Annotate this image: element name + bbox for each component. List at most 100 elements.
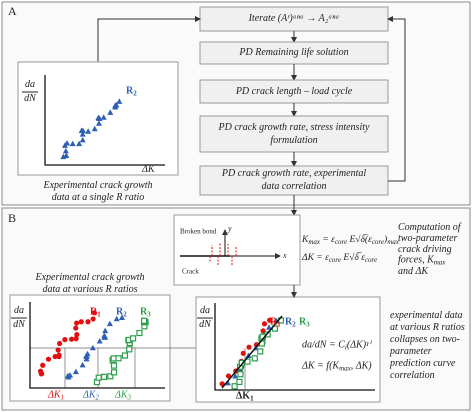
marker xyxy=(89,344,96,351)
marker xyxy=(101,332,108,339)
inset-label: y xyxy=(228,224,232,233)
marker xyxy=(261,321,268,327)
y-label: dN xyxy=(199,319,211,330)
marker xyxy=(107,373,114,380)
text-part: R xyxy=(299,316,307,328)
text-part: max xyxy=(308,238,321,246)
marker xyxy=(79,136,86,143)
y-label: dN xyxy=(24,93,36,104)
x-label: ΔK1 xyxy=(48,390,65,402)
marker xyxy=(141,317,148,324)
text-part: max xyxy=(433,258,446,267)
series-label: R2 xyxy=(116,307,127,319)
marker xyxy=(40,362,46,368)
marker xyxy=(260,328,266,334)
text-part: K xyxy=(302,235,309,245)
series-label: R1 xyxy=(90,306,101,319)
series-label: R1 xyxy=(270,317,281,329)
y-label: dN xyxy=(13,319,25,330)
x-label: ΔK2 xyxy=(83,389,99,402)
flow-text: Iterate (Aʳ)ᵃⁿᵃ → A₂ᵃⁿᵃ xyxy=(248,13,340,24)
marker xyxy=(136,329,143,337)
marker xyxy=(73,336,79,342)
text-part: da/dN = C xyxy=(302,339,345,351)
flow-text: PD crack growth rate, experimental xyxy=(221,168,367,179)
text-part: 2 xyxy=(123,310,127,319)
computation-text: forces, Kmax xyxy=(398,255,446,267)
text-part: i xyxy=(344,343,347,352)
text-part: , ΔK) xyxy=(350,360,372,372)
text-part: 1 xyxy=(277,320,281,329)
flow-box xyxy=(199,165,389,196)
marker xyxy=(85,128,92,134)
text-part: core xyxy=(328,256,342,264)
marker xyxy=(62,337,68,343)
marker xyxy=(74,332,80,338)
marker xyxy=(246,344,252,350)
marker xyxy=(67,372,74,378)
text-part: R xyxy=(90,306,98,318)
conclusion-text: at various R ratios xyxy=(390,322,465,333)
marker xyxy=(251,355,258,362)
marker xyxy=(78,319,84,325)
marker xyxy=(96,115,103,122)
marker xyxy=(236,378,243,386)
marker xyxy=(72,368,79,375)
marker xyxy=(45,356,52,362)
text-part: 1 xyxy=(60,393,65,402)
marker xyxy=(64,139,71,146)
marker xyxy=(96,120,103,126)
marker xyxy=(100,114,107,120)
conclusion-text: collapses on two- xyxy=(390,334,460,345)
marker xyxy=(121,352,129,359)
text-part: 2 xyxy=(292,320,296,329)
marker xyxy=(56,352,62,358)
text-part: max xyxy=(339,364,351,373)
marker xyxy=(68,336,75,342)
marker xyxy=(129,335,137,342)
text-part: core xyxy=(334,238,348,246)
inset-label: x xyxy=(283,251,287,260)
text-part: 3 xyxy=(127,393,132,402)
flow-text: formulation xyxy=(270,134,318,146)
marker xyxy=(76,140,83,147)
marker xyxy=(90,316,96,322)
text-part: (ΔK)ˠⁱ xyxy=(346,339,371,351)
marker xyxy=(102,327,109,334)
inset xyxy=(173,214,301,286)
series-label: R3 xyxy=(299,316,310,329)
conclusion-text: parameter xyxy=(390,346,432,357)
text-part: = ε xyxy=(320,235,335,245)
series-label: R2 xyxy=(126,86,137,98)
flow-text: data correlation xyxy=(261,181,327,192)
text-part: core xyxy=(371,238,385,246)
equation: ΔK = f(Kmax, ΔK) xyxy=(302,360,372,373)
y-label: da xyxy=(200,305,210,316)
inset-label: Broken bond xyxy=(180,227,217,236)
marker xyxy=(240,350,246,356)
marker xyxy=(115,355,122,362)
text-part: 1 xyxy=(97,310,101,319)
marker xyxy=(267,317,273,323)
arrow xyxy=(387,16,406,182)
text-part: R xyxy=(285,316,293,328)
text-part: ΔK xyxy=(115,389,128,401)
axes xyxy=(214,303,375,391)
text-part: 3 xyxy=(147,310,151,319)
text-part: ΔK xyxy=(83,389,96,401)
text-part: ΔK = ε xyxy=(302,253,329,263)
marker xyxy=(91,310,98,316)
text-part: E√δ̅(ε xyxy=(347,235,372,245)
arrow xyxy=(97,16,201,62)
text-part: ) xyxy=(384,235,388,245)
marker xyxy=(85,319,91,325)
marker xyxy=(110,369,118,376)
computation-text: two-parameter xyxy=(398,233,458,244)
marker xyxy=(73,325,79,331)
marker xyxy=(63,152,70,159)
panel-label: A xyxy=(8,4,17,18)
marker xyxy=(100,373,108,380)
marker xyxy=(118,314,125,321)
marker xyxy=(74,320,80,326)
